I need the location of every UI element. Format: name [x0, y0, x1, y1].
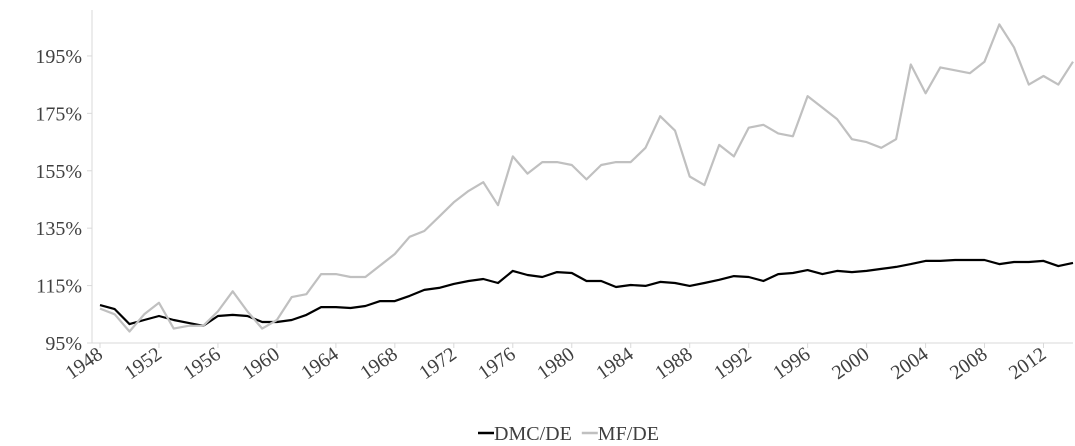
- x-tick-label: 1988: [651, 343, 696, 384]
- y-tick-label: 95%: [45, 333, 82, 355]
- x-tick-label: 1984: [592, 343, 637, 384]
- y-tick-label: 155%: [35, 161, 82, 183]
- y-tick-label: 135%: [35, 218, 82, 240]
- y-tick-label: 195%: [35, 46, 82, 68]
- legend-label: DMC/DE: [494, 423, 572, 445]
- x-tick-label: 2012: [1005, 343, 1050, 384]
- x-tick-label: 1964: [297, 343, 342, 384]
- x-tick-label: 2004: [887, 343, 932, 384]
- x-tick-label: 1968: [356, 343, 401, 384]
- x-tick-label: 1980: [533, 343, 578, 384]
- x-tick-label: 1996: [769, 343, 814, 384]
- x-tick-label: 1976: [474, 343, 519, 384]
- y-tick-label: 115%: [36, 276, 82, 298]
- x-tick-label: 1952: [120, 343, 165, 384]
- series-line: [99, 258, 1074, 327]
- x-tick-label: 2008: [946, 343, 991, 384]
- y-tick-label: 175%: [35, 103, 82, 125]
- x-tick-label: 1960: [238, 343, 283, 384]
- series-line: [99, 23, 1074, 333]
- x-tick-label: 2000: [828, 343, 873, 384]
- x-tick-label: 1956: [179, 343, 224, 384]
- x-tick-label: 1992: [710, 343, 755, 384]
- x-tick-label: 1972: [415, 343, 460, 384]
- legend-label: MF/DE: [598, 423, 659, 445]
